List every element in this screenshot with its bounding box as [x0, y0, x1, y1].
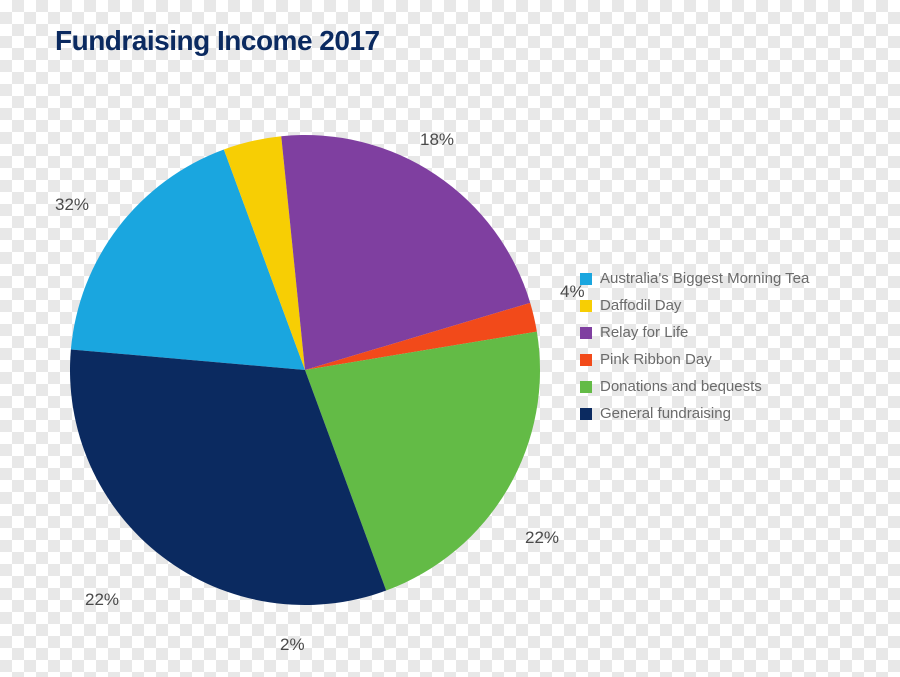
legend-label: General fundraising: [600, 405, 731, 422]
legend-swatch: [580, 273, 592, 285]
legend-swatch: [580, 408, 592, 420]
legend-swatch: [580, 300, 592, 312]
legend-item: Relay for Life: [580, 324, 809, 341]
legend-item: Pink Ribbon Day: [580, 351, 809, 368]
pct-label: 32%: [55, 195, 89, 215]
pct-label: 22%: [525, 528, 559, 548]
chart-container: Fundraising Income 2017 18%4%22%2%22%32%…: [0, 0, 900, 677]
legend-label: Daffodil Day: [600, 297, 681, 314]
pct-label: 22%: [85, 590, 119, 610]
legend-item: General fundraising: [580, 405, 809, 422]
legend-swatch: [580, 354, 592, 366]
pct-label: 2%: [280, 635, 305, 655]
legend-item: Australia's Biggest Morning Tea: [580, 270, 809, 287]
legend-label: Australia's Biggest Morning Tea: [600, 270, 809, 287]
legend-label: Relay for Life: [600, 324, 688, 341]
legend-item: Donations and bequests: [580, 378, 809, 395]
legend-swatch: [580, 381, 592, 393]
legend-item: Daffodil Day: [580, 297, 809, 314]
legend-label: Donations and bequests: [600, 378, 762, 395]
pct-label: 18%: [420, 130, 454, 150]
legend: Australia's Biggest Morning Tea Daffodil …: [580, 270, 809, 432]
legend-label: Pink Ribbon Day: [600, 351, 712, 368]
legend-swatch: [580, 327, 592, 339]
